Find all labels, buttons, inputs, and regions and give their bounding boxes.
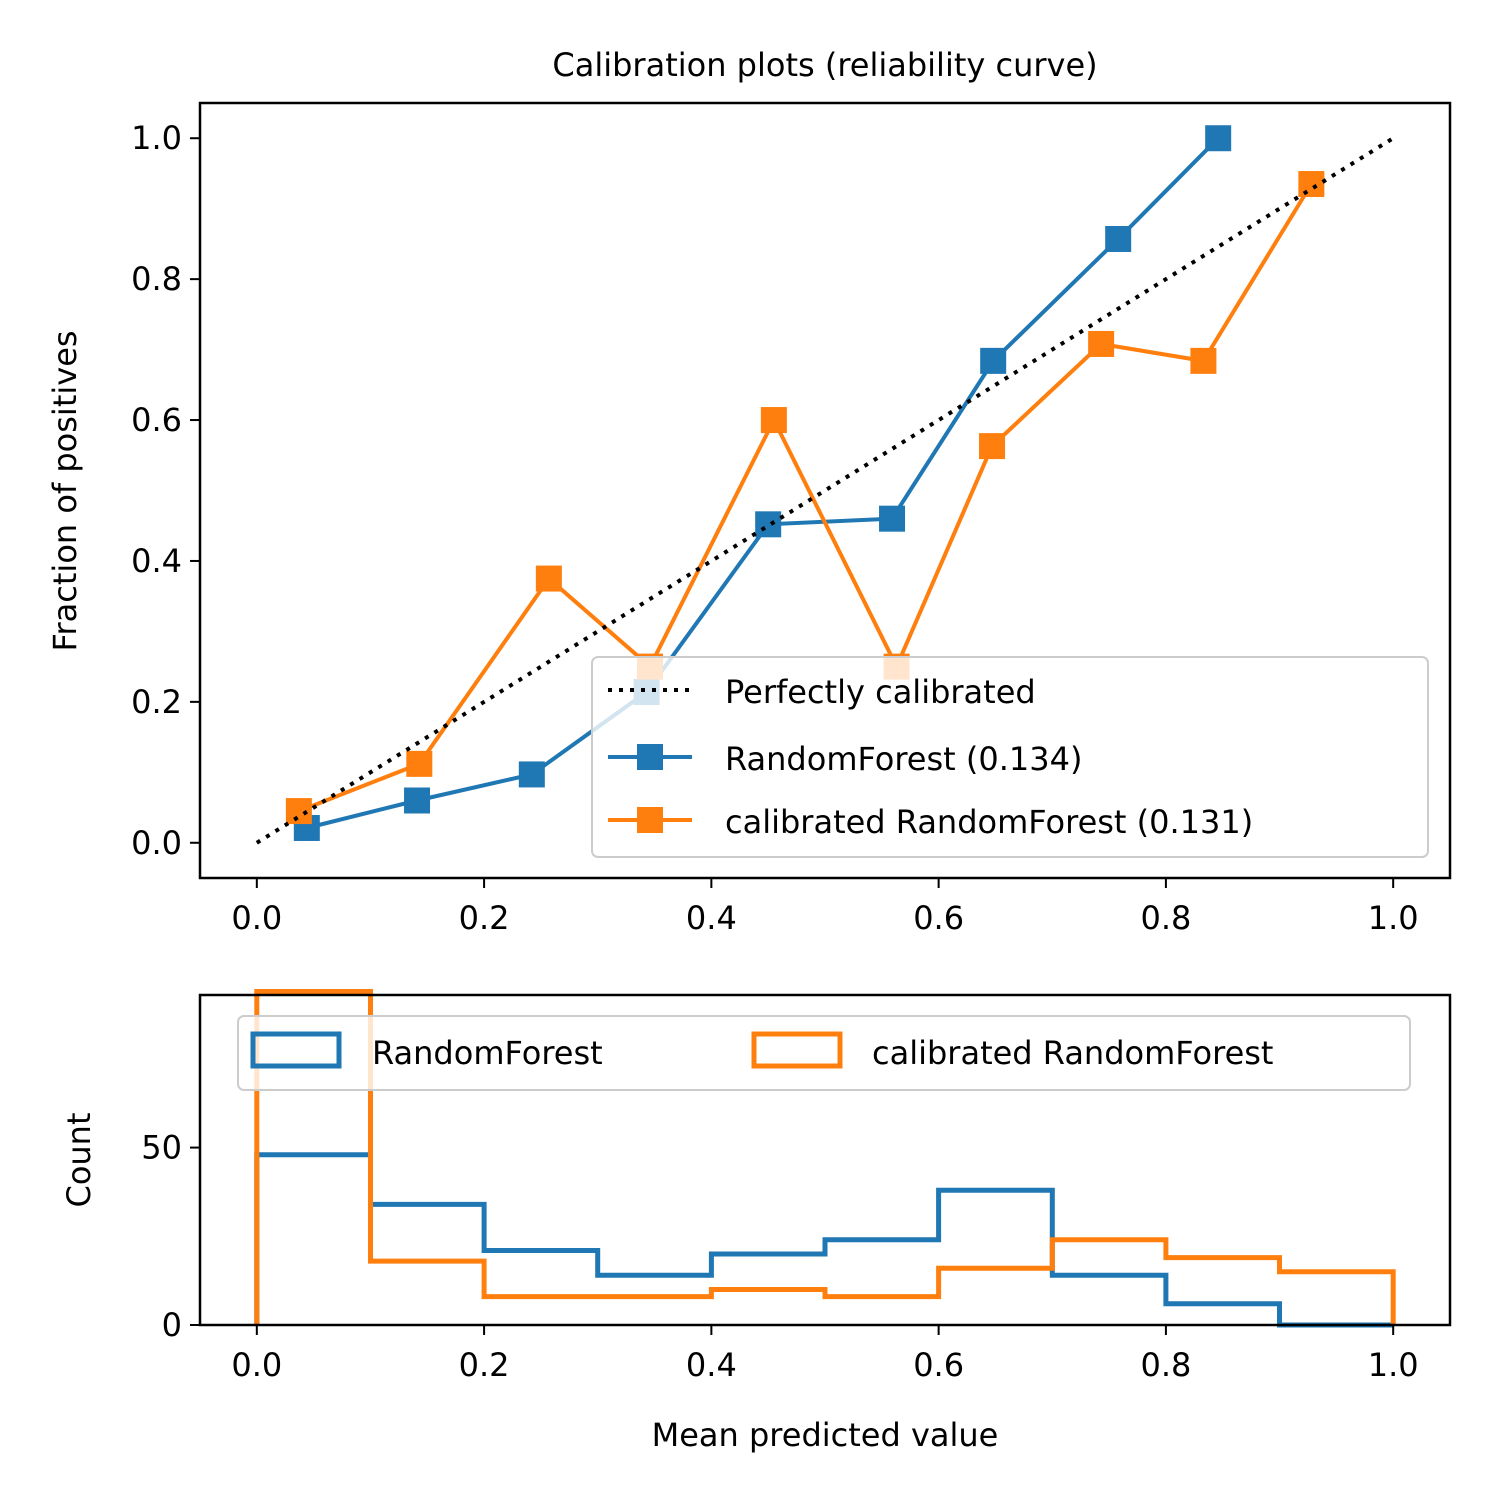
calibration-legend-box [591, 656, 1429, 858]
x-tick-label: 1.0 [1368, 1346, 1419, 1384]
calibration-plot-title: Calibration plots (reliability curve) [552, 46, 1097, 84]
histogram-step-randomforest [254, 1152, 1394, 1328]
data-point [980, 347, 1007, 374]
y-tick-label: 0.4 [131, 542, 182, 580]
data-point [879, 505, 906, 532]
x-tick-label: 0.4 [686, 899, 737, 937]
series-randomforest [293, 125, 1232, 841]
legend-randomforest-label: RandomForest (0.134) [725, 740, 1082, 778]
calibration-plot: Calibration plots (reliability curve) Fr… [46, 46, 1452, 937]
x-tick-label: 0.4 [686, 1346, 737, 1384]
histogram-legend: RandomForest calibrated RandomForest [237, 1015, 1411, 1091]
histogram-series [254, 989, 1396, 1328]
histogram-x-axis-label: Mean predicted value [652, 1416, 999, 1454]
legend-perfectly-calibrated-label: Perfectly calibrated [725, 673, 1036, 711]
x-tick-label: 0.6 [913, 1346, 964, 1384]
data-point [1298, 171, 1325, 198]
x-tick-label: 0.2 [459, 1346, 510, 1384]
calibration-plot-x-axis: 0.0 0.2 0.4 0.6 0.8 1.0 [231, 878, 1419, 937]
y-tick-label: 1.0 [131, 119, 182, 157]
series-perfectly-calibrated [255, 136, 1395, 845]
calibration-plot-y-axis: 0.0 0.2 0.4 0.6 0.8 1.0 [131, 119, 200, 862]
y-tick-label: 0.6 [131, 401, 182, 439]
prediction-histogram: Count Mean predicted value 0.0 0.2 0.4 0.6 0… [60, 989, 1452, 1454]
data-point [979, 433, 1006, 460]
legend-randomforest-hist-swatch [250, 1031, 342, 1069]
legend-randomforest-marker [637, 744, 663, 770]
legend-calibrated-randomforest-hist-label: calibrated RandomForest [872, 1034, 1273, 1072]
x-tick-label: 0.8 [1140, 899, 1191, 937]
y-tick-label: 0 [162, 1306, 182, 1344]
data-point [518, 761, 545, 788]
legend-randomforest-hist-label: RandomForest [372, 1034, 603, 1072]
legend-calibrated-randomforest-label: calibrated RandomForest (0.131) [725, 803, 1253, 841]
data-point [1205, 125, 1232, 152]
legend-calibrated-randomforest-marker [637, 807, 663, 833]
histogram-x-axis: 0.0 0.2 0.4 0.6 0.8 1.0 [231, 1325, 1419, 1384]
data-point [406, 750, 433, 777]
histogram-y-axis-label: Count [60, 1112, 98, 1207]
x-tick-label: 0.2 [459, 899, 510, 937]
data-point [1190, 347, 1217, 374]
data-point [1088, 330, 1115, 357]
y-tick-label: 50 [141, 1129, 182, 1167]
calibration-plot-frame [198, 101, 1452, 880]
histogram-frame [198, 993, 1452, 1327]
data-point [1105, 225, 1132, 252]
x-tick-label: 0.0 [231, 899, 282, 937]
x-tick-label: 0.8 [1140, 1346, 1191, 1384]
histogram-y-axis: 0 50 [141, 1129, 200, 1344]
y-tick-label: 0.8 [131, 260, 182, 298]
calibration-plot-legend: Perfectly calibrated RandomForest (0.134… [591, 656, 1429, 858]
histogram-legend-box [237, 1015, 1411, 1091]
x-tick-label: 0.0 [231, 1346, 282, 1384]
data-point [285, 798, 312, 825]
series-line-perfectly-calibrated [255, 136, 1395, 845]
data-point [760, 407, 787, 434]
data-point [755, 511, 782, 538]
calibration-plot-series [255, 125, 1395, 845]
x-tick-label: 0.6 [913, 899, 964, 937]
series-line-calibrated-randomforest [298, 182, 1314, 813]
y-tick-label: 0.2 [131, 683, 182, 721]
legend-calibrated-randomforest-hist-swatch [751, 1031, 843, 1069]
data-point [535, 565, 562, 592]
y-tick-label: 0.0 [131, 824, 182, 862]
histogram-step-calibrated-randomforest [254, 989, 1396, 1325]
data-point [404, 787, 431, 814]
calibration-plot-y-axis-label: Fraction of positives [46, 330, 84, 651]
x-tick-label: 1.0 [1368, 899, 1419, 937]
